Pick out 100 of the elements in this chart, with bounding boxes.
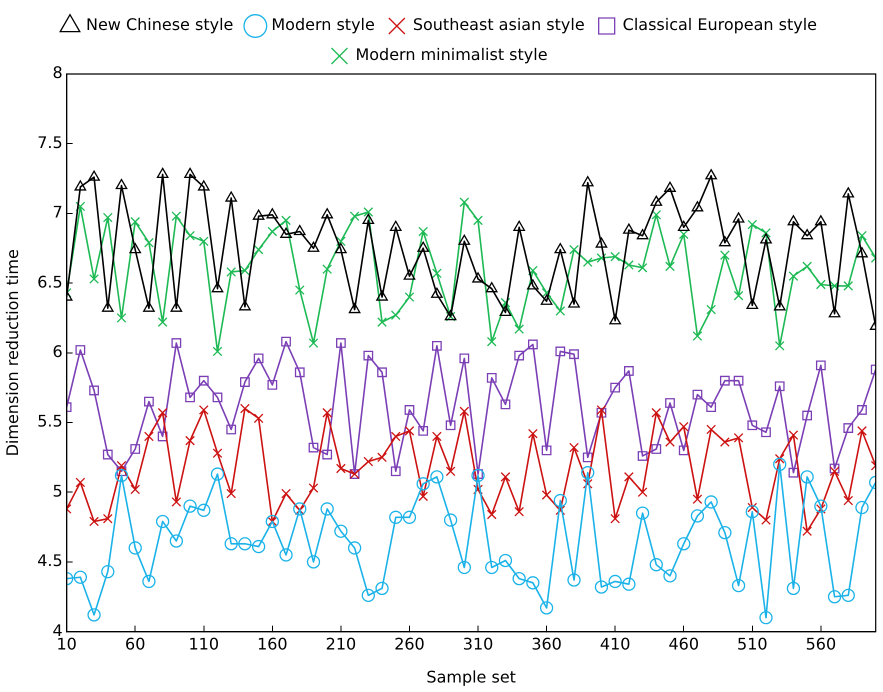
point (678, 422, 689, 432)
point (389, 510, 402, 524)
point (254, 353, 264, 364)
point (609, 314, 622, 324)
point (404, 405, 414, 415)
point (459, 353, 470, 364)
point (608, 574, 622, 588)
point (418, 426, 428, 436)
point (348, 302, 360, 314)
x-tick-label: 310 (462, 634, 494, 654)
point (843, 423, 854, 433)
point (390, 310, 401, 320)
point (528, 340, 538, 350)
point (746, 298, 758, 310)
point (430, 470, 444, 484)
x-axis-title: Sample set (426, 668, 516, 687)
y-tick-label: 7 (52, 202, 63, 222)
point (500, 306, 512, 316)
point (581, 466, 594, 480)
point (240, 404, 250, 414)
point (665, 437, 675, 447)
point (473, 484, 483, 494)
point (486, 510, 497, 520)
y-tick-label: 4.5 (37, 551, 63, 570)
point (816, 360, 826, 370)
point (130, 444, 140, 454)
point (719, 236, 731, 246)
x-tick-label: 460 (668, 634, 699, 654)
point (692, 331, 702, 341)
x-tick-label: 410 (600, 634, 630, 654)
point (692, 390, 702, 400)
point (377, 452, 387, 462)
point (254, 413, 264, 424)
point (322, 450, 332, 460)
point (158, 408, 168, 418)
point (102, 302, 114, 312)
point (678, 220, 690, 231)
point (417, 242, 430, 252)
point (569, 442, 579, 452)
point (692, 494, 702, 504)
point (842, 588, 855, 602)
point (690, 509, 704, 523)
point (788, 468, 798, 478)
point (171, 497, 182, 507)
point (212, 282, 224, 292)
point (472, 272, 484, 283)
point (596, 405, 606, 415)
point (830, 464, 840, 474)
point (842, 187, 854, 198)
point (828, 590, 842, 604)
point (512, 572, 526, 586)
point (651, 210, 662, 220)
point (446, 466, 456, 476)
point (416, 477, 430, 490)
x-tick-label: 110 (188, 634, 220, 654)
point (226, 488, 236, 498)
point (760, 233, 772, 244)
point (321, 208, 334, 218)
point (432, 432, 442, 442)
point (540, 601, 554, 615)
point (322, 408, 332, 418)
point (706, 424, 716, 434)
point (404, 269, 416, 280)
point (432, 340, 442, 351)
point (678, 229, 689, 240)
point (240, 266, 250, 276)
point (89, 274, 99, 284)
point (706, 304, 716, 314)
point (212, 346, 222, 356)
point (446, 420, 456, 430)
point (238, 537, 252, 550)
y-tick-label: 5.5 (37, 412, 63, 431)
point (651, 408, 662, 418)
point (375, 582, 389, 596)
point (75, 202, 86, 212)
point (759, 611, 773, 624)
point (528, 266, 538, 276)
point (348, 541, 362, 555)
point (197, 504, 210, 517)
point (75, 345, 86, 355)
point (75, 478, 86, 488)
point (802, 261, 812, 272)
point (458, 560, 471, 574)
point (485, 560, 498, 574)
point (239, 300, 251, 310)
point (306, 555, 320, 569)
point (240, 377, 250, 387)
point (774, 381, 785, 392)
point (362, 214, 374, 224)
point (377, 367, 387, 378)
x-tick-label: 510 (737, 634, 768, 654)
point (802, 410, 812, 420)
point (542, 445, 552, 456)
point (198, 376, 209, 386)
point (816, 504, 826, 514)
point (322, 264, 332, 274)
point (294, 367, 305, 378)
point (212, 392, 222, 402)
point (774, 300, 786, 310)
point (281, 488, 291, 498)
